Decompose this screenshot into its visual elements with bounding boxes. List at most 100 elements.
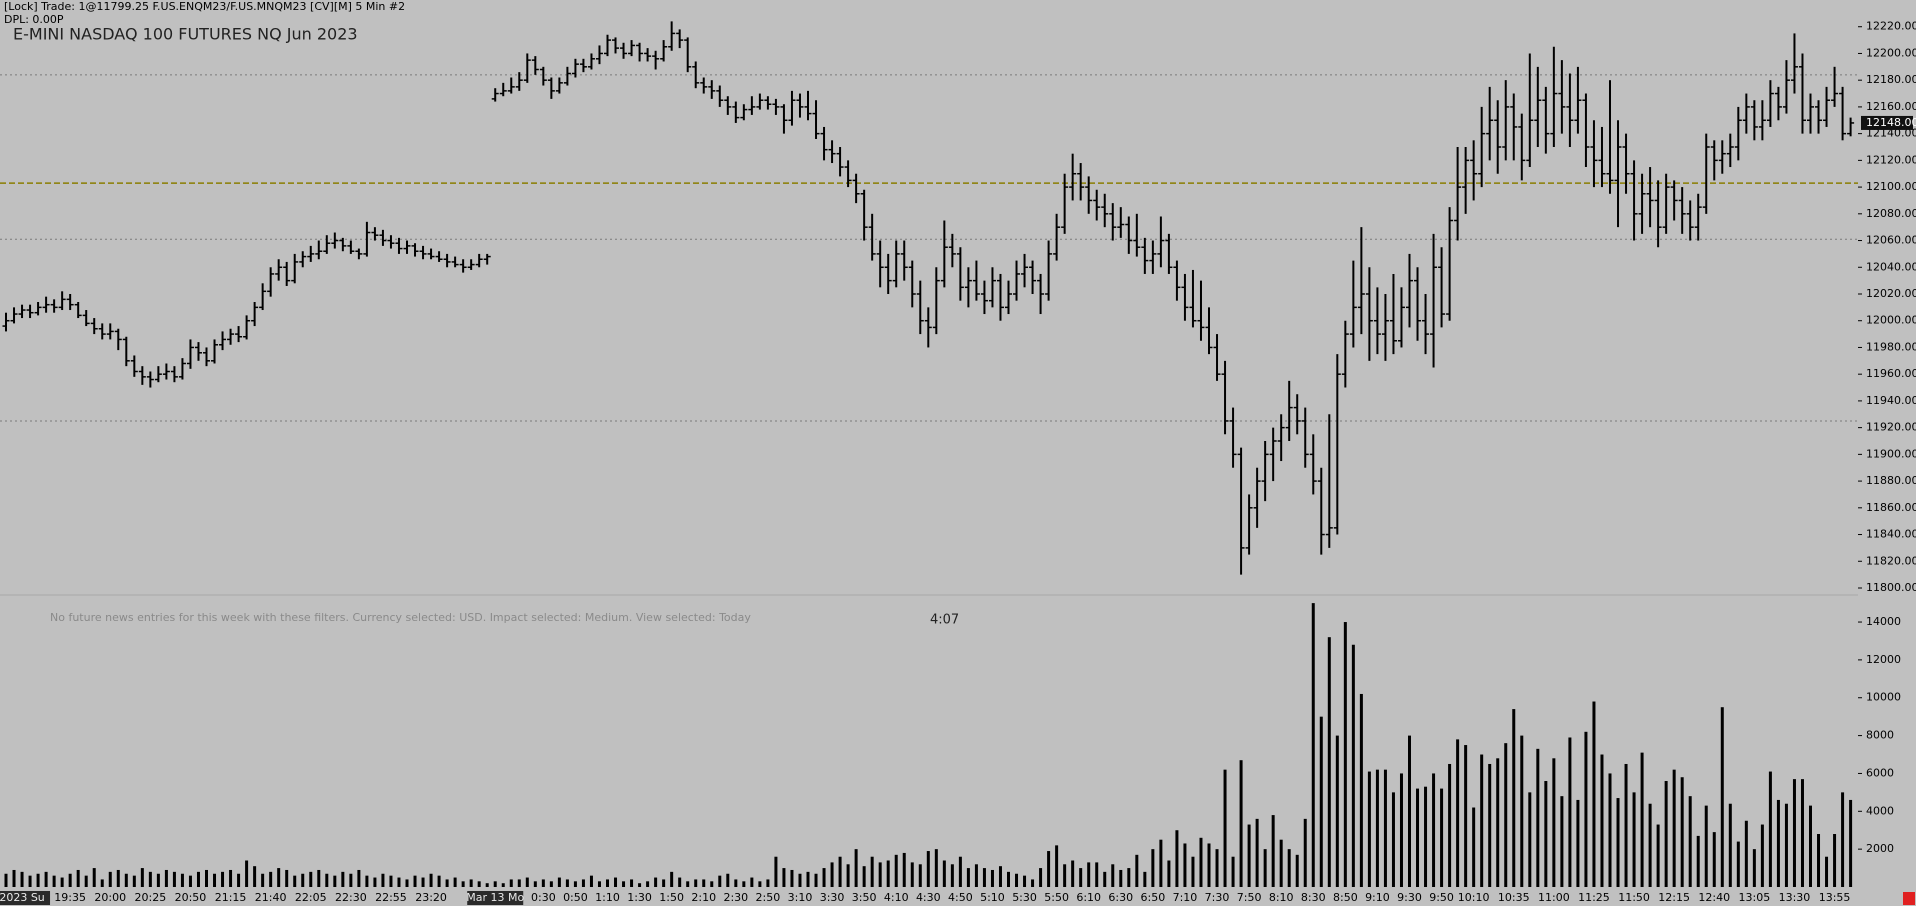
volume-bar [1319,716,1323,887]
volume-bar [140,868,144,887]
y-tick-label: 11840.00 [1866,528,1916,541]
x-tick-label: 0:50 [563,891,588,904]
volume-bar [654,877,658,887]
volume-bar [814,873,818,887]
volume-bar [758,881,762,887]
volume-bar [1672,769,1676,887]
volume-bar [670,871,674,887]
x-tick-label: 9:50 [1429,891,1454,904]
volume-bar [1279,839,1283,887]
x-tick-label: 12:40 [1698,891,1730,904]
volume-bar [1183,843,1187,887]
volume-bar [1512,709,1516,887]
volume-bar [365,875,369,887]
y-tick-label: 4000 [1866,804,1894,817]
volume-bar [180,873,184,887]
volume-bar [1303,818,1307,887]
volume-bar [1255,818,1259,887]
x-tick-label: 6:30 [1108,891,1133,904]
x-tick-label: 22:30 [335,891,367,904]
volume-bar [76,869,80,887]
volume-bar [830,862,834,887]
y-tick-label: 12060.00 [1866,234,1916,247]
volume-bar [1664,781,1668,887]
x-tick-label: 1:50 [659,891,684,904]
volume-bar [1399,773,1403,887]
volume-bar [1744,820,1748,887]
volume-bar [1424,786,1428,887]
status-indicator [1903,892,1915,905]
volume-bar [1760,824,1764,887]
volume-bar [806,871,810,887]
volume-bar [790,869,794,887]
volume-bar [1704,805,1708,887]
volume-bar [1440,788,1444,887]
volume-bar [1416,788,1420,887]
volume-bar [998,866,1002,887]
volume-bar [630,879,634,887]
volume-bar [148,871,152,887]
volume-bar [982,868,986,887]
volume-bar [1087,862,1091,887]
volume-bar [1231,856,1235,887]
volume-bar [1015,873,1019,887]
y-tick-label: 10000 [1866,691,1901,704]
volume-bar [1616,798,1620,887]
x-tick-label: Mar 13 Mo [466,891,524,904]
volume-bar [84,875,88,887]
volume-bar [1367,771,1371,887]
y-tick-label: 8000 [1866,729,1894,742]
volume-bar [1039,868,1043,887]
volume-bar [1568,737,1572,887]
volume-bar [317,869,321,887]
volume-bar [606,879,609,887]
volume-bar [573,881,577,887]
volume-bar [1375,769,1379,887]
volume-bar [1191,856,1195,887]
volume-bar [1111,864,1115,887]
volume-bar [1199,837,1203,887]
volume-bar [156,873,160,887]
volume-bar [1215,849,1219,887]
volume-bar [1736,841,1740,887]
volume-bar [918,864,922,887]
volume-bar [517,879,521,887]
volume-bar [1335,735,1339,887]
volume-bar [549,881,553,887]
volume-bar [309,871,313,887]
x-tick-label: 5:10 [980,891,1005,904]
header-line: [Lock] Trade: 1@11799.25 F.US.ENQM23/F.U… [4,0,405,13]
volume-bar [36,873,40,887]
volume-bar [381,873,385,887]
volume-bar [1712,832,1716,887]
volume-bar [1175,830,1179,887]
volume-bar [1351,644,1355,887]
y-tick-label: 12000 [1866,653,1901,666]
volume-bar [1055,845,1059,887]
volume-bar [52,875,56,887]
volume-bar [1391,792,1395,887]
volume-bar [1648,803,1652,887]
volume-bar [1383,769,1387,887]
volume-bar [1520,735,1524,887]
current-price-label: 12148.00 [1866,116,1916,129]
volume-bar [1480,754,1484,887]
volume-bar [164,869,168,887]
volume-bar [1456,739,1460,887]
x-tick-label: 13:05 [1739,891,1771,904]
volume-bar [1600,754,1604,887]
volume-bar [1776,799,1780,887]
volume-bar [413,875,417,887]
volume-bar [710,881,714,887]
x-tick-label: 4:30 [916,891,941,904]
x-tick-label: 1:30 [627,891,652,904]
volume-bar [958,856,962,887]
x-tick-label: 3:10 [788,891,813,904]
y-tick-label: 12220.00 [1866,20,1916,33]
volume-bar [870,856,874,887]
volume-bar [477,881,481,887]
volume-bar [1768,771,1772,887]
volume-bar [926,851,930,887]
